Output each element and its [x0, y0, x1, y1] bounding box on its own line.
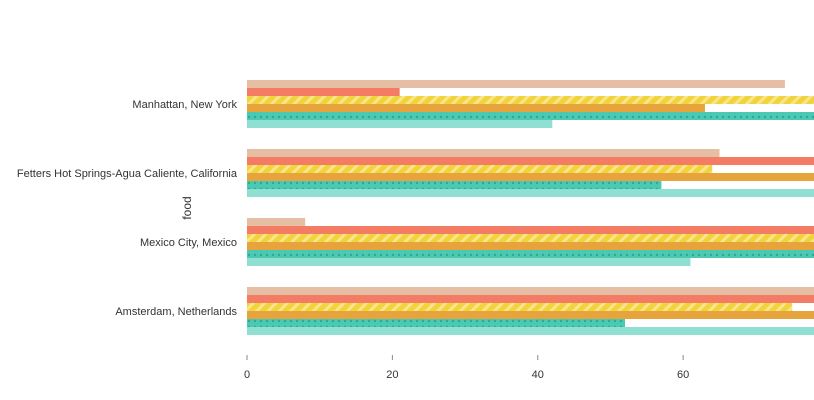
x-tick-label: 0: [244, 369, 250, 381]
bar-3-3: [247, 234, 814, 242]
bar-1-4: [247, 287, 814, 295]
bar-4-3: [247, 242, 814, 250]
bar-5-4: [247, 319, 625, 327]
bar-2-2: [247, 157, 814, 165]
bar-3-1: [247, 96, 814, 104]
category-label: Fetters Hot Springs-Agua Caliente, Calif…: [17, 168, 238, 180]
x-axis: 0 20 40 60: [244, 355, 689, 381]
bar-2-4: [247, 295, 814, 303]
bar-2-3: [247, 226, 814, 234]
bar-6-2: [247, 189, 814, 197]
bar-6-4: [247, 327, 814, 335]
bar-5-2: [247, 181, 662, 189]
x-tick-label: 40: [532, 369, 544, 381]
bar-2-1: [247, 88, 400, 96]
bar-3-4: [247, 303, 793, 311]
category-label: Amsterdam, Netherlands: [115, 306, 237, 318]
bar-1-2: [247, 149, 720, 157]
bar-4-1: [247, 104, 705, 112]
bars-layer: [247, 80, 814, 335]
bar-5-3: [247, 250, 814, 258]
category-label: Manhattan, New York: [132, 99, 237, 111]
bar-1-3: [247, 218, 306, 226]
bar-5-1: [247, 112, 814, 120]
bar-4-4: [247, 311, 814, 319]
bar-6-3: [247, 258, 691, 266]
bar-3-2: [247, 165, 713, 173]
y-axis-label: food: [180, 196, 194, 219]
category-labels: Manhattan, New York Fetters Hot Springs-A…: [17, 99, 238, 318]
category-label: Mexico City, Mexico: [140, 237, 237, 249]
bar-1-1: [247, 80, 785, 88]
x-tick-label: 20: [386, 369, 398, 381]
x-tick-label: 60: [677, 369, 689, 381]
bar-6-1: [247, 120, 553, 128]
bar-4-2: [247, 173, 814, 181]
